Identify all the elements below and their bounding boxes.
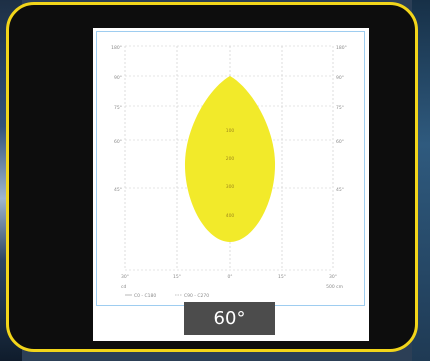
right-label-5: 45° — [336, 187, 344, 193]
center-value-3: 300 — [226, 184, 235, 190]
right-label-3: 75° — [336, 105, 344, 111]
center-value-1: 100 — [226, 128, 235, 134]
bottom-label-2: 15° — [173, 274, 181, 280]
corner-right-label: 500 cm — [326, 284, 343, 290]
right-label-4: 60° — [336, 139, 344, 145]
center-value-4: 400 — [226, 213, 235, 219]
product-frame: 180° 90° 75° 60° 45° 180° 90° 75° 60° 45… — [6, 2, 418, 352]
left-label-5: 45° — [114, 187, 122, 193]
beam-diagram-panel: 180° 90° 75° 60° 45° 180° 90° 75° 60° 45… — [93, 28, 369, 341]
left-label-4: 60° — [114, 139, 122, 145]
left-label-3: 75° — [114, 105, 122, 111]
corner-left-label: cd — [121, 284, 126, 290]
legend-label-2: C90 - C270 — [184, 293, 209, 299]
beam-shape — [184, 76, 276, 242]
bottom-label-3: 0° — [227, 274, 232, 280]
bottom-label-4: 15° — [278, 274, 286, 280]
left-label-1: 180° — [111, 45, 122, 51]
right-label-2: 90° — [336, 75, 344, 81]
legend-label-1: C0 - C180 — [134, 293, 156, 299]
center-value-2: 200 — [226, 156, 235, 162]
right-label-1: 180° — [336, 45, 347, 51]
beam-plot-svg: 180° 90° 75° 60° 45° 180° 90° 75° 60° 45… — [111, 45, 347, 299]
beam-plot-area: 180° 90° 75° 60° 45° 180° 90° 75° 60° 45… — [96, 31, 365, 306]
beam-angle-button[interactable]: 60° — [184, 302, 275, 335]
bottom-label-5: 30° — [329, 274, 337, 280]
left-label-2: 90° — [114, 75, 122, 81]
bottom-label-1: 30° — [121, 274, 129, 280]
